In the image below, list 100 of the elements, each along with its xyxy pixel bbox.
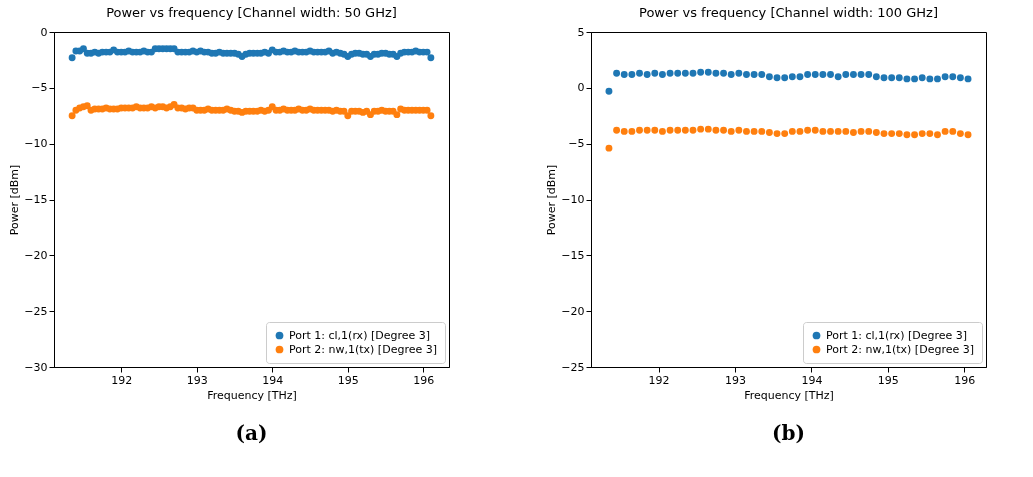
point [605,87,613,95]
point [888,74,896,82]
point [857,70,865,78]
point [804,126,812,134]
point [781,130,789,138]
point [811,70,819,78]
y-tick-label: −25 [561,360,585,374]
x-tick-label: 196 [413,373,435,387]
point [903,131,911,139]
y-tick-label: −25 [24,304,48,318]
x-axis-title: Frequency [THz] [744,388,834,402]
point [903,75,911,83]
point [895,74,903,82]
point [727,70,735,78]
point [941,127,949,135]
point [765,129,773,136]
point [697,68,705,76]
point [758,127,766,135]
point [750,127,758,135]
point [796,73,804,81]
point [849,129,857,136]
legend-label: Port 1: cl,1(rx) [Degree 3] [289,328,431,342]
y-tick-label: 0 [40,25,48,39]
point [880,130,888,138]
point [689,69,697,77]
point [880,74,888,82]
y-tick-label: −15 [561,248,585,262]
point [926,75,934,83]
point [689,126,697,134]
point [872,129,880,136]
y-axis-title: Power [dBm] [8,164,22,236]
y-tick-label: −5 [568,137,585,151]
point [758,70,766,78]
point [658,127,666,135]
y-tick-label: −10 [561,193,585,206]
point [819,70,827,78]
point [956,130,964,138]
y-tick-label: −5 [31,81,48,95]
point [735,126,743,134]
point [765,73,773,81]
point [613,69,621,77]
point [834,127,842,135]
point [934,75,941,83]
point [827,70,834,78]
y-tick-label: −15 [24,193,48,206]
point [956,74,964,82]
point [735,69,743,77]
point [620,127,628,135]
point [888,130,896,138]
point [918,74,926,82]
point [819,127,827,135]
legend-label: Port 2: nw,1(tx) [Degree 3] [289,342,437,356]
x-tick-label: 192 [111,373,133,387]
point [773,130,781,138]
point [681,126,689,134]
point [727,127,735,135]
point [842,70,850,78]
point [911,131,919,139]
point [643,126,651,134]
x-tick-label: 195 [337,373,359,387]
legend-label: Port 2: nw,1(tx) [Degree 3] [826,342,974,356]
point [796,127,804,135]
point [743,127,750,135]
point [849,70,857,78]
point [872,73,880,81]
x-tick-label: 192 [648,373,670,387]
point [911,75,919,83]
point [964,131,972,139]
point [643,70,651,78]
point [666,69,674,77]
x-axis-title: Frequency [THz] [207,388,297,402]
point [674,69,682,77]
point [865,70,873,78]
point [804,70,812,78]
chart-title: Power vs frequency [Channel width: 100 GHz] [639,5,938,20]
point [918,130,926,138]
point [674,126,682,134]
chart-title: Power vs frequency [Channel width: 50 GHz] [106,5,397,20]
point [865,127,873,135]
y-tick-label: −30 [24,360,48,374]
point [658,70,666,78]
point [788,73,796,81]
point [720,126,728,134]
y-tick-label: −20 [561,304,585,318]
point [636,126,643,134]
point [613,126,621,134]
point [895,130,903,138]
point [773,74,781,82]
point [628,127,636,135]
point [712,69,720,77]
point [834,73,842,81]
text: (a) [235,421,268,445]
point [651,126,659,134]
x-tick-label: 193 [725,373,747,387]
point [811,126,819,134]
point [934,131,941,139]
y-tick-label: −10 [24,137,48,151]
text: (b) [772,421,805,445]
point [620,70,628,78]
x-tick-label: 196 [954,373,976,387]
